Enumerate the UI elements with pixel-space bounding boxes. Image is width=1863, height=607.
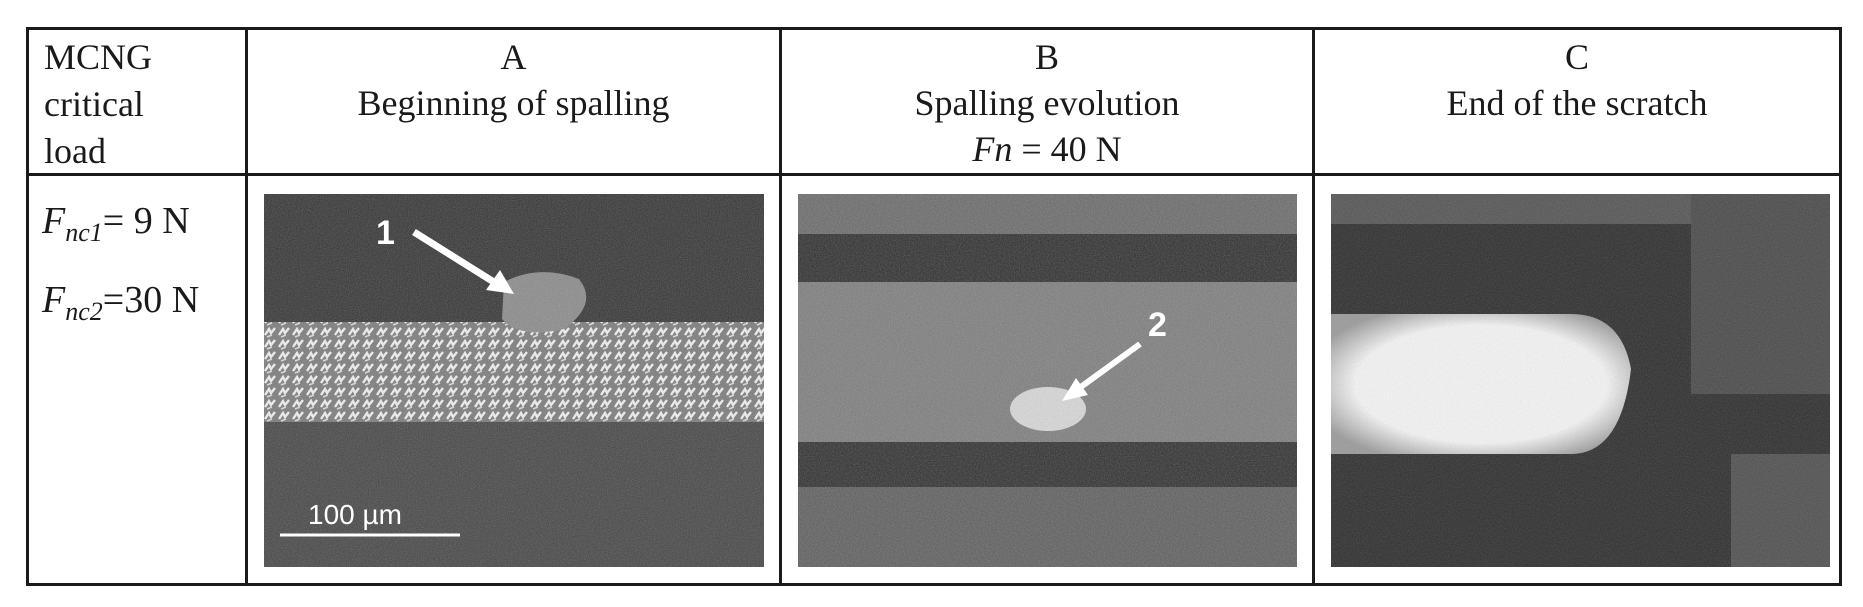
micrograph-a-image [264,194,764,567]
scale-bar-label: 100 µm [308,499,402,530]
table-left-border [26,27,29,586]
column-b-caption: Spalling evolution [914,83,1180,123]
arrow-2-head [1062,378,1088,401]
table-top-border [26,27,1842,30]
header-column-a: A Beginning of spalling [248,34,779,126]
table-right-border [1839,27,1842,586]
header-divider [26,173,1842,176]
table-bottom-border [26,583,1842,586]
header-critical-load: MCNG critical load [44,34,152,175]
fnc2-subscript: nc2 [65,297,103,326]
column-a-letter: A [500,37,527,77]
column-a-caption: Beginning of spalling [357,83,670,123]
critical-loads: Fnc1= 9 N Fnc2=30 N [42,201,199,332]
column-b-force: Fn = 40 N [782,126,1312,172]
micrograph-b-image [798,194,1297,567]
micrograph-c-image [1331,194,1830,567]
annotation-1: 1 [376,214,395,252]
column-divider-2 [779,27,782,586]
fnc1-subscript: nc1 [65,218,103,247]
results-table: MCNG critical load A Beginning of spalli… [26,27,1842,586]
column-divider-3 [1312,27,1315,586]
micrograph-c [1331,194,1830,567]
header-column-c: C End of the scratch [1315,34,1839,126]
load-fnc2: Fnc2=30 N [42,280,199,332]
header-critical-load-line1: MCNG [44,37,153,77]
load-fnc1: Fnc1= 9 N [42,201,199,253]
fnc2-value: =30 N [102,279,200,321]
column-divider-1 [245,27,248,586]
micrograph-b: 2 [798,194,1297,567]
column-b-letter: B [1034,37,1059,77]
force-symbol: Fn [972,129,1013,169]
column-c-caption: End of the scratch [1446,83,1708,123]
fnc1-symbol: F [42,200,66,242]
fnc2-symbol: F [42,279,66,321]
header-critical-load-line3: load [44,131,106,171]
header-column-b: B Spalling evolution Fn = 40 N [782,34,1312,172]
force-value: = 40 N [1012,129,1122,169]
arrow-2-shaft [1076,341,1142,392]
column-c-letter: C [1564,37,1589,77]
arrow-1-shaft [412,229,499,287]
micrograph-a: 1 100 µm [264,194,764,567]
fnc1-value: = 9 N [102,200,190,242]
annotation-2: 2 [1148,306,1167,344]
arrow-1-head [486,270,514,294]
header-critical-load-line2: critical [44,84,144,124]
